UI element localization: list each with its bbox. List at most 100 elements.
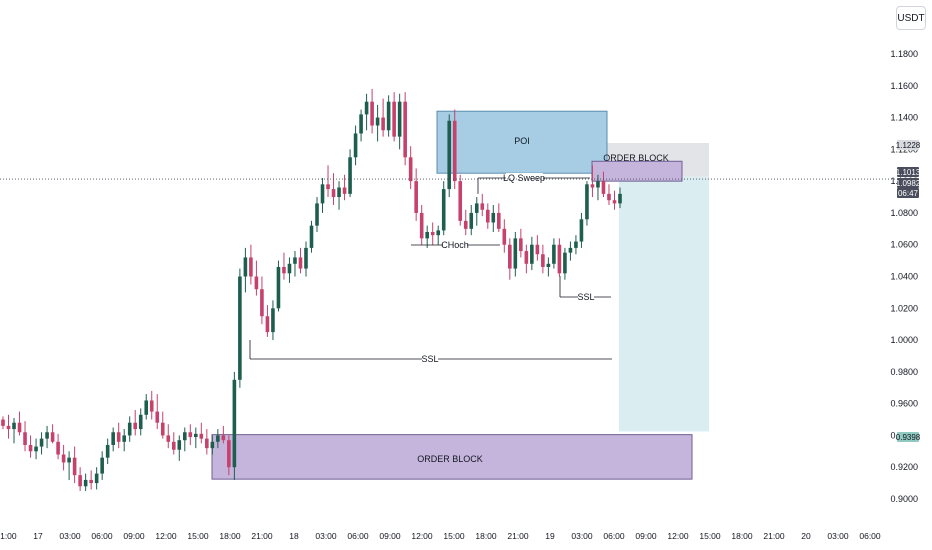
candle: [276, 260, 281, 312]
candle: [23, 421, 27, 452]
candle-body: [56, 441, 60, 455]
candle-body: [375, 117, 380, 126]
candle-body: [474, 203, 479, 213]
time-axis[interactable]: 21:00 17 03:00 06:00 09:00 12:00 15:00 18:00 21:…: [0, 531, 881, 541]
candle-body: [458, 181, 463, 221]
candle: [557, 238, 562, 277]
candle-body: [61, 454, 66, 463]
candle-body: [67, 457, 71, 463]
candle: [353, 125, 358, 166]
poi-zone: [436, 110, 608, 174]
price-badge-5-bg: [897, 432, 919, 442]
candle: [166, 424, 171, 449]
candle: [149, 390, 154, 420]
candle: [403, 92, 407, 166]
candle-body: [287, 263, 292, 274]
candle: [138, 408, 143, 436]
choch-label: CHoch: [441, 240, 469, 250]
candle: [541, 244, 545, 274]
candle-body: [28, 444, 33, 452]
y-tick-label: 1.0600: [890, 240, 918, 250]
candle-body: [342, 187, 347, 194]
candle-body: [403, 101, 407, 158]
candle-body: [508, 244, 512, 269]
x-tick-label: 03:00: [59, 531, 81, 541]
price-badge-5: 0.9398: [896, 432, 921, 442]
candle: [552, 238, 556, 269]
candle: [601, 171, 606, 198]
candle-body: [309, 225, 314, 248]
candle-body: [260, 289, 264, 317]
candle: [585, 181, 589, 226]
candle: [568, 241, 573, 261]
lq-sweep-label-bg: [506, 173, 543, 183]
price-badge-3-label: 1.0982: [896, 179, 921, 188]
candle-body: [238, 276, 242, 380]
price-badge-2-label: 1.1013: [896, 168, 921, 177]
candle-body: [105, 444, 110, 458]
price-badge-1: 1.1228: [896, 140, 921, 150]
candle: [56, 433, 60, 460]
candle: [441, 181, 446, 236]
candle: [249, 244, 253, 285]
candle-body: [574, 241, 578, 248]
candle-body: [381, 117, 385, 131]
x-tick-label: 18:00: [731, 531, 753, 541]
candle-body: [17, 422, 22, 433]
candle: [419, 204, 424, 245]
candle-body: [23, 432, 27, 445]
candle: [287, 257, 292, 283]
candle: [392, 92, 396, 142]
candle: [491, 204, 496, 233]
x-tick-label: 06:00: [603, 531, 625, 541]
candle: [408, 146, 413, 190]
candle-body: [122, 435, 126, 442]
price-axis[interactable]: 1.18001.16001.14001.12001.10001.08001.06…: [890, 49, 920, 504]
candle: [474, 197, 479, 226]
candle-body: [1, 419, 5, 426]
candle: [458, 174, 463, 226]
candle: [28, 435, 33, 458]
candle: [590, 165, 595, 198]
ssl-long-label-bg: [422, 354, 438, 364]
candle-body: [249, 257, 253, 277]
candle: [607, 184, 611, 205]
candle-body: [541, 254, 545, 267]
y-tick-label: 0.9800: [890, 367, 918, 377]
x-tick-label: 18:00: [219, 531, 241, 541]
candle-body: [39, 438, 44, 447]
candle: [171, 432, 176, 455]
candle: [381, 98, 385, 137]
candle-body: [535, 244, 540, 255]
candle: [320, 177, 325, 213]
candle-body: [199, 433, 204, 439]
candle: [342, 174, 347, 201]
x-tick-label: 12:00: [411, 531, 433, 541]
candle-body: [160, 422, 165, 436]
order-block-upper-zone: [591, 160, 683, 182]
candle: [122, 429, 126, 452]
candle: [260, 276, 264, 325]
ssl-short-label: SSL: [577, 292, 594, 302]
currency-button[interactable]: USDT: [896, 6, 926, 30]
candle: [205, 429, 209, 455]
candle: [155, 394, 160, 430]
candle-body: [386, 101, 391, 131]
candle: [282, 252, 286, 280]
candle: [265, 305, 270, 337]
candle: [436, 225, 441, 245]
candle-body: [485, 209, 490, 223]
candle: [116, 422, 121, 449]
candle-body: [502, 228, 507, 245]
x-tick-label: 21:00: [0, 531, 17, 541]
candle-body: [100, 457, 104, 474]
price-badge-1-label: 1.1228: [896, 141, 921, 150]
candle-body: [171, 441, 176, 450]
candle: [221, 425, 226, 444]
candle: [188, 424, 193, 445]
candle: [485, 203, 490, 229]
candle: [1, 416, 5, 430]
y-tick-label: 0.9000: [890, 494, 918, 504]
candles-layer: [1, 88, 622, 492]
